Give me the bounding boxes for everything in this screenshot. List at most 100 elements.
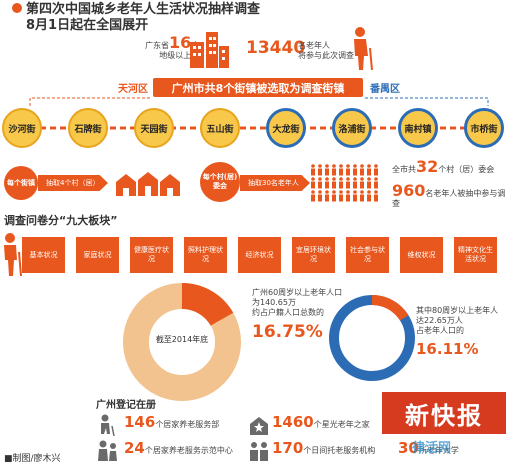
total-elders-number: 960 [392,181,426,200]
elder-figure-icon [339,164,343,176]
registry-num-demo-center: 24 [124,439,145,457]
page-title: 第四次中国城乡老年人生活状况抽样调查 8月1日起在全国展开 [12,2,260,34]
donut-left-text: 广州60周岁以上老年人口 为140.65万 约占户籍人口总数的 [252,288,342,318]
elder-figure-icon [339,177,343,189]
total-village-number: 32 [416,157,439,176]
total-prefix: 全市共 [392,165,416,174]
watermark: 律活网 [412,441,452,456]
category-living-environment: 宜居环境状况 [292,237,335,273]
elder-figure-icon [318,164,322,176]
elder-figure-icon [332,164,336,176]
registry-num-star-home: 1460 [272,413,314,431]
elder-cane-icon [4,233,22,276]
elder-figure-icon [367,177,371,189]
street-shahe: 沙河街 [2,108,42,148]
registry-label-star-home: 个星光老年之家 [313,420,370,429]
elder-figure-icon [360,177,364,189]
street-wushan: 五山街 [200,108,240,148]
bubble-per-village: 每个村(居)委会 [200,162,240,202]
elder-figure-icon [325,190,329,202]
elder-text: 名老年人 将参与此次调查 [298,41,354,61]
category-social: 社会参与状况 [346,237,389,273]
elder-figure-icon [325,177,329,189]
donut-right-text: 其中80周岁以上老年人 达22.65万人 占老年人口的 [416,306,498,336]
elder-figure-icon [311,164,315,176]
arrow-sample-villages: 抽取4个村（居） [38,175,108,191]
registry-label-home-care: 个居家养老服务部 [155,420,220,429]
donut-left-value-arc [181,283,234,327]
district-tianhe: 天河区 [118,84,148,95]
district-panyu: 番禺区 [370,84,400,95]
donut-right [329,295,415,381]
category-basic: 基本状况 [22,237,65,273]
donut-left [123,283,241,401]
elder-figure-icon [332,177,336,189]
registry-heading: 广州登记在册 [96,400,156,411]
elder-figure-icon [339,190,343,202]
category-family: 家庭状况 [76,237,119,273]
elder-figure-icon [374,177,378,189]
title-line2: 8月1日起在全国展开 [26,18,149,33]
buildings-icon [190,32,229,68]
elder-figure-icon [311,177,315,189]
elder-text2: 将参与此次调查 [298,51,354,60]
day-care-icon [250,442,268,461]
elder-figure-icon [346,190,350,202]
street-shipai: 石牌街 [68,108,108,148]
category-culture: 精神文化生活状况 [454,237,497,273]
elder-walking-icon [101,414,115,436]
street-nancun: 南村镇 [398,108,438,148]
elder-figure-icon [325,164,329,176]
elderly-person-icon [354,27,373,70]
gd-prefix: 广东省 [145,41,169,50]
donut-left-text3: 约占户籍人口总数的 [252,308,324,317]
total-village-text: 全市共32个村（居）委会 [392,159,495,175]
category-health: 健康医疗状况 [130,237,173,273]
elder-figure-icon [360,190,364,202]
street-luopu: 洛浦街 [332,108,372,148]
elder-figure-icon [353,190,357,202]
elder-figure-icon [311,190,315,202]
elder-figure-icon [353,164,357,176]
elder-figure-icon [318,177,322,189]
questionnaire-heading: 调查问卷分“九大板块” [4,214,118,227]
category-rights: 维权状况 [400,237,443,273]
donut-right-percent: 16.11% [416,340,479,358]
donut-right-text2: 达22.65万人 [416,316,463,325]
caregiver-icon [98,440,117,461]
registry-num-university: 30 [398,439,419,457]
registry-item-star-home: 1460个星光老年之家 [272,413,370,431]
elder-figure-icon [353,177,357,189]
registry-item-university: 30所老年大学 [398,439,459,457]
survey-banner: 广州市共8个街镇被选取为调查街镇 [153,78,363,97]
donut-right-text3: 占老年人口的 [416,326,464,335]
elder-figure-icon [374,164,378,176]
elder-figure-icon [332,190,336,202]
star-house-icon [250,417,268,435]
registry-label-demo-center: 个居家养老服务示范中心 [144,446,233,455]
credit-line: ■制图/廖木兴 [4,454,61,464]
district-brackets [29,97,489,106]
elder-figure-icon [318,190,322,202]
bubble-per-street: 每个街镇 [4,166,38,200]
donut-left-text2: 为140.65万 [252,298,296,307]
donut-right-text1: 其中80周岁以上老年人 [416,306,499,315]
elder-figure-icon [346,177,350,189]
elder-figure-icon [360,164,364,176]
elder-text1: 名老年人 [298,41,330,50]
category-care: 照料护理状况 [184,237,227,273]
elder-figure-icon [374,190,378,202]
street-dalong: 大龙街 [266,108,306,148]
street-shiqiao: 市桥街 [464,108,504,148]
title-bullet [12,3,22,13]
registry-item-home-care: 146个居家养老服务部 [124,413,219,431]
title-line1: 第四次中国城乡老年人生活状况抽样调查 [26,2,261,17]
registry-num-day-care: 170 [272,439,304,457]
gd-line2: 地级以上市 [159,51,200,60]
elders-group-icon [311,164,378,202]
elder-figure-icon [346,164,350,176]
registry-label-university: 所老年大学 [418,446,459,455]
total-village-suffix: 个村（居）委会 [438,165,495,174]
gd-number: 16 [169,33,192,52]
elder-figure-icon [367,164,371,176]
